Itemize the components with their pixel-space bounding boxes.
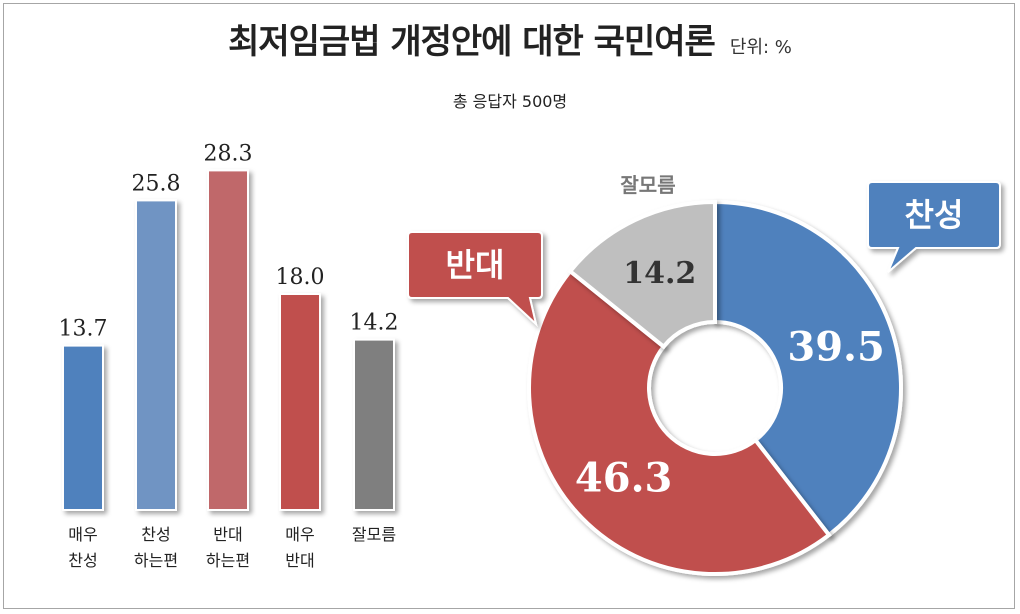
callout-agree: 찬성 [867, 181, 1001, 273]
callout-oppose: 반대 [407, 231, 543, 327]
bar-value-label-2: 28.3 [204, 141, 253, 166]
donut-value-label-0: 39.5 [787, 324, 884, 371]
bar-1 [135, 199, 177, 511]
bar-chart: 13.7매우찬성25.8찬성하는편28.3반대하는편18.0매우반대14.2잘모… [59, 141, 399, 570]
donut-slice-0 [713, 199, 903, 538]
donut-value-label-1: 46.3 [575, 455, 672, 502]
bar-0 [62, 344, 104, 511]
callout-agree-bubble [867, 181, 1001, 273]
bar-value-label-3: 18.0 [276, 265, 325, 290]
bar-2 [207, 169, 249, 511]
bar-category-label-4-0: 잘모름 [352, 525, 396, 544]
donut-outer-label-unknown: 잘모름 [620, 173, 675, 197]
bar-category-label-2-0: 반대 [213, 525, 242, 544]
title-row: 최저임금법 개정안에 대한 국민여론 단위: % [0, 14, 1020, 63]
bar-category-label-2-1: 하는편 [206, 551, 250, 570]
bar-category-label-0-1: 찬성 [68, 551, 97, 570]
chart-frame [3, 3, 1015, 609]
unit-label: 단위: % [729, 37, 792, 58]
donut-slice-2 [567, 199, 717, 350]
bar-category-label-1-1: 하는편 [134, 551, 178, 570]
bar-category-label-1-0: 찬성 [141, 525, 170, 544]
donut-value-label-2: 14.2 [623, 256, 696, 291]
donut-slice-1 [527, 268, 832, 576]
bar-4 [353, 338, 395, 511]
bar-category-label-3-1: 반대 [285, 551, 314, 570]
callout-oppose-label: 반대 [446, 246, 505, 284]
chart-title: 최저임금법 개정안에 대한 국민여론 [228, 22, 716, 62]
bar-category-label-3-0: 매우 [285, 525, 314, 544]
bar-value-label-1: 25.8 [132, 171, 181, 196]
callout-agree-label: 찬성 [905, 196, 964, 234]
bar-category-label-0-0: 매우 [68, 525, 97, 544]
chart-subtitle: 총 응답자 500명 [452, 92, 568, 111]
bar-value-label-4: 14.2 [350, 311, 399, 336]
bar-value-label-0: 13.7 [59, 317, 108, 342]
callout-oppose-bubble [407, 231, 543, 327]
bar-3 [279, 293, 321, 511]
